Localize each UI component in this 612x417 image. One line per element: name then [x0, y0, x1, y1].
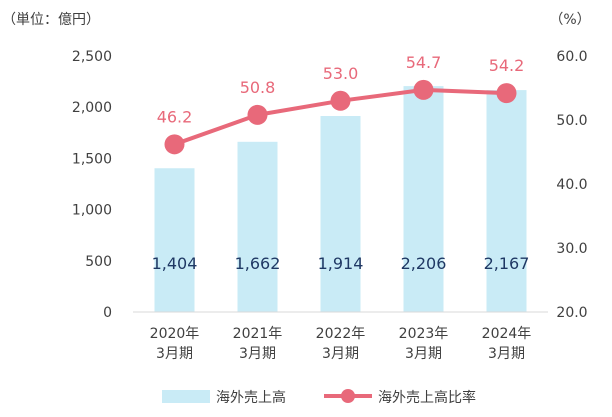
x-tick-label-year: 2020年 [150, 326, 200, 342]
bar-value-labels: 1,404 1,662 1,914 2,206 2,167 [152, 254, 530, 273]
ratio-value-label: 46.2 [157, 107, 193, 126]
bar [486, 90, 527, 312]
ratio-point [413, 79, 434, 100]
bar-value-label: 1,404 [152, 254, 198, 273]
left-tick-label: 2,000 [72, 100, 112, 116]
legend: 海外売上高 海外売上高比率 [162, 389, 476, 406]
left-tick-label: 500 [85, 254, 112, 270]
right-axis-ticks: 20.0 30.0 40.0 50.0 60.0 [556, 49, 587, 321]
ratio-value-label: 54.2 [489, 56, 525, 75]
x-tick-label-period: 3月期 [156, 346, 193, 362]
right-tick-label: 50.0 [556, 113, 587, 129]
x-tick-label-year: 2024年 [482, 326, 532, 342]
ratio-point [496, 83, 517, 104]
left-tick-label: 2,500 [72, 49, 112, 65]
x-tick-label-period: 3月期 [239, 346, 276, 362]
x-tick-label-period: 3月期 [488, 346, 525, 362]
ratio-value-label: 54.7 [406, 53, 442, 72]
bar-value-label: 1,662 [235, 254, 281, 273]
ratio-point [247, 104, 268, 125]
right-tick-label: 60.0 [556, 49, 587, 65]
right-tick-label: 40.0 [556, 177, 587, 193]
line-series: 46.2 50.8 53.0 54.7 54.2 [157, 53, 525, 155]
left-tick-label: 0 [103, 305, 112, 321]
right-tick-label: 30.0 [556, 241, 587, 257]
left-axis-unit: （単位：億円） [2, 12, 100, 28]
legend-swatch-bar [162, 390, 210, 403]
legend-label-line: 海外売上高比率 [378, 389, 476, 406]
bar [403, 86, 444, 313]
x-tick-label-year: 2021年 [233, 326, 283, 342]
right-tick-label: 20.0 [556, 305, 587, 321]
legend-swatch-marker [341, 389, 355, 403]
x-tick-label-year: 2022年 [316, 326, 366, 342]
bar-value-label: 1,914 [318, 254, 364, 273]
bar [320, 116, 361, 312]
ratio-point [330, 90, 351, 111]
bar-value-label: 2,206 [401, 254, 447, 273]
bar-series [154, 86, 527, 313]
x-tick-label-period: 3月期 [322, 346, 359, 362]
bar [237, 141, 278, 312]
left-tick-label: 1,000 [72, 203, 112, 219]
ratio-value-label: 53.0 [323, 64, 359, 83]
bar [154, 168, 195, 312]
left-axis-ticks: 0 500 1,000 1,500 2,000 2,500 [72, 49, 112, 321]
legend-label-bar: 海外売上高 [216, 389, 286, 406]
x-tick-label-year: 2023年 [399, 326, 449, 342]
bar-value-label: 2,167 [484, 254, 530, 273]
x-tick-label-period: 3月期 [405, 346, 442, 362]
right-axis-unit: （%） [549, 12, 590, 28]
x-axis-labels: 2020年 3月期 2021年 3月期 2022年 3月期 2023年 3月期 2024年 3月期 [150, 326, 532, 362]
ratio-point [164, 134, 185, 155]
left-tick-label: 1,500 [72, 151, 112, 167]
ratio-value-label: 50.8 [240, 78, 276, 97]
